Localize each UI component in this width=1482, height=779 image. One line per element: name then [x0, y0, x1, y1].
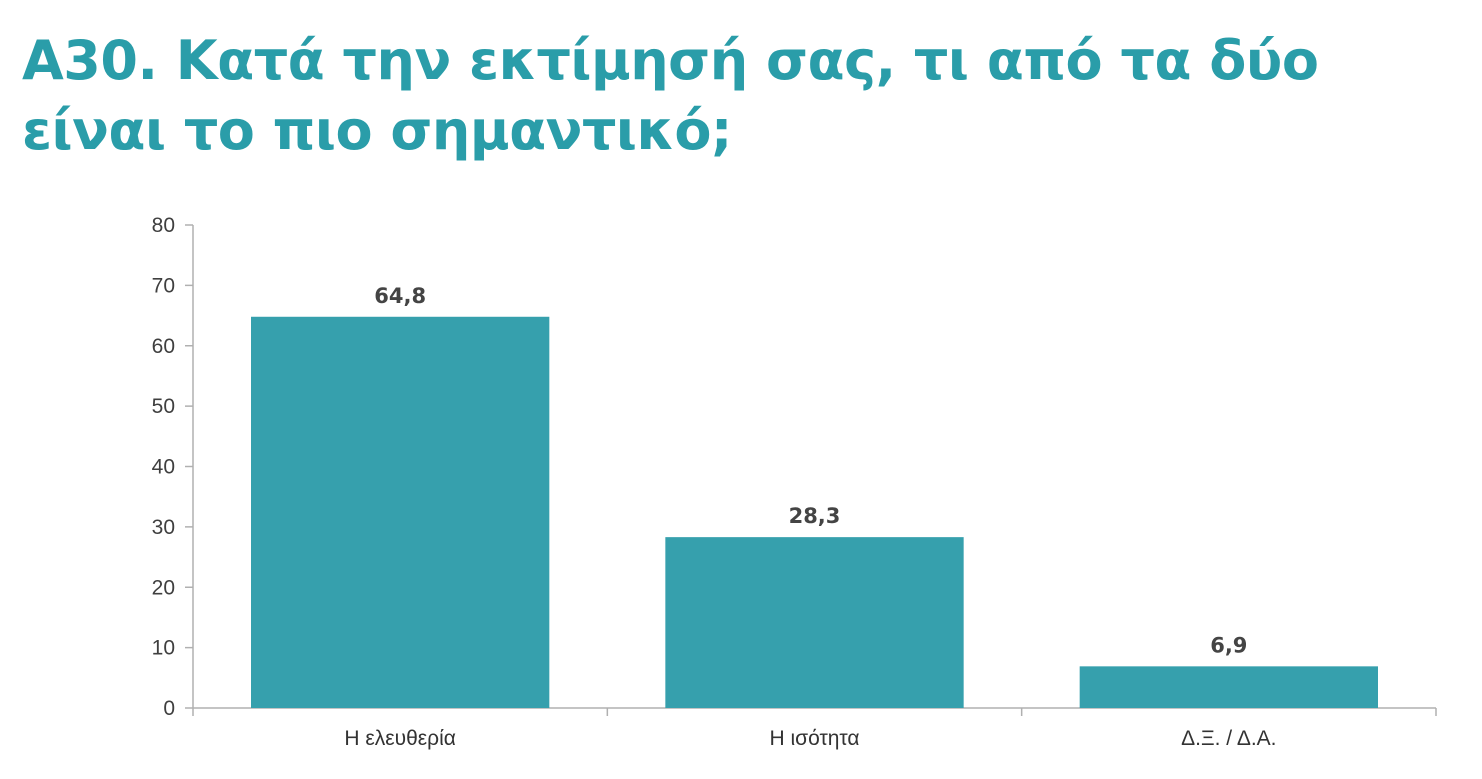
y-tick-label: 60 — [152, 335, 175, 358]
bar-value-label: 64,8 — [374, 284, 426, 308]
bars — [251, 316, 1378, 708]
chart-title-line-2: είναι το πιο σημαντικό; — [22, 99, 733, 162]
bar-value-label: 6,9 — [1210, 633, 1247, 657]
y-tick-label: 80 — [152, 214, 175, 237]
chart-title-line-1: Α30. Κατά την εκτίμησή σας, τι από τα δύ… — [22, 29, 1319, 92]
y-tick-label: 50 — [152, 395, 175, 418]
data-labels: 64,8 28,3 6,9 — [374, 284, 1247, 658]
bar — [665, 537, 964, 708]
x-axis: Η ελευθερία Η ισότητα Δ.Ξ. / Δ.Α. — [192, 707, 1437, 750]
x-category-label: Δ.Ξ. / Δ.Α. — [1181, 727, 1276, 750]
x-category-label: Η ισότητα — [769, 727, 859, 750]
bar — [1079, 666, 1378, 708]
y-tick-label: 10 — [152, 637, 175, 660]
y-tick-label: 0 — [163, 697, 175, 720]
y-axis: 0 10 20 30 40 50 60 70 80 — [152, 214, 194, 720]
bar-value-label: 28,3 — [789, 504, 841, 528]
bar — [251, 316, 550, 708]
y-tick-label: 70 — [152, 274, 175, 297]
y-tick-label: 30 — [152, 516, 175, 539]
y-tick-label: 20 — [152, 576, 175, 599]
chart-title: Α30. Κατά την εκτίμησή σας, τι από τα δύ… — [22, 26, 1322, 166]
x-category-label: Η ελευθερία — [344, 727, 456, 750]
y-tick-label: 40 — [152, 456, 175, 479]
